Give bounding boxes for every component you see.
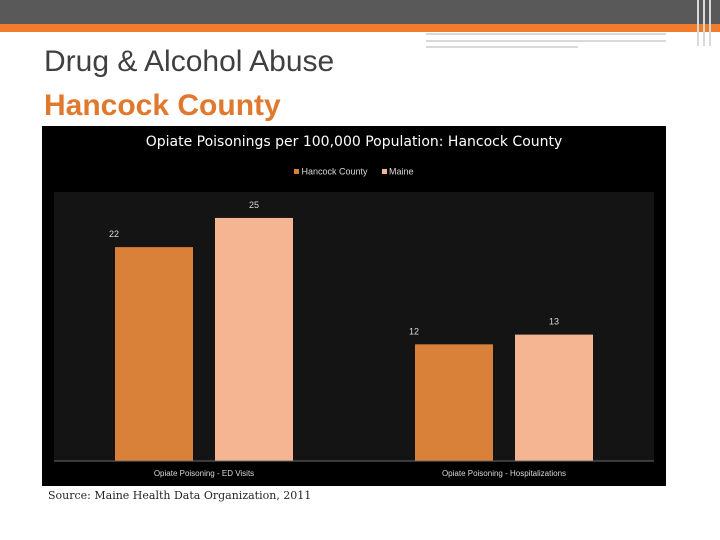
legend-swatch-hancock xyxy=(294,169,300,175)
data-label: 12 xyxy=(409,326,419,336)
slide-subtitle: Hancock County xyxy=(44,89,281,122)
data-label: 13 xyxy=(549,317,559,327)
chart-title: Opiate Poisonings per 100,000 Population… xyxy=(145,134,563,150)
category-label: Opiate Poisoning - Hospitalizations xyxy=(442,469,566,478)
legend-swatch-maine xyxy=(382,169,388,175)
bar-hancock-1 xyxy=(415,344,493,461)
source-note: Source: Maine Health Data Organization, … xyxy=(48,489,312,502)
decorative-line xyxy=(426,46,578,48)
chart-area: Opiate Poisonings per 100,000 Population… xyxy=(42,126,666,486)
legend-item-maine: Maine xyxy=(382,166,414,177)
decorative-line xyxy=(709,0,711,46)
slide-title: Drug & Alcohol Abuse xyxy=(44,45,335,78)
decorative-line xyxy=(697,0,699,46)
bar-maine-0 xyxy=(215,217,293,461)
data-label: 22 xyxy=(109,229,119,239)
header-bar xyxy=(0,0,720,24)
legend-label-maine: Maine xyxy=(389,166,414,177)
bar-hancock-0 xyxy=(115,247,193,461)
decorative-line xyxy=(426,33,666,35)
accent-bar xyxy=(0,24,720,32)
legend-item-hancock: Hancock County xyxy=(294,166,368,177)
decorative-line xyxy=(426,40,666,42)
data-label: 25 xyxy=(249,200,259,210)
decorative-line xyxy=(703,0,705,46)
legend-label-hancock: Hancock County xyxy=(301,166,368,177)
chart-legend: Hancock County Maine xyxy=(42,166,666,177)
bar-maine-1 xyxy=(515,334,593,461)
chart-plot: 22 25 Opiate Poisoning - ED Visits 12 13 Opia… xyxy=(54,192,654,478)
category-label: Opiate Poisoning - ED Visits xyxy=(154,469,254,478)
